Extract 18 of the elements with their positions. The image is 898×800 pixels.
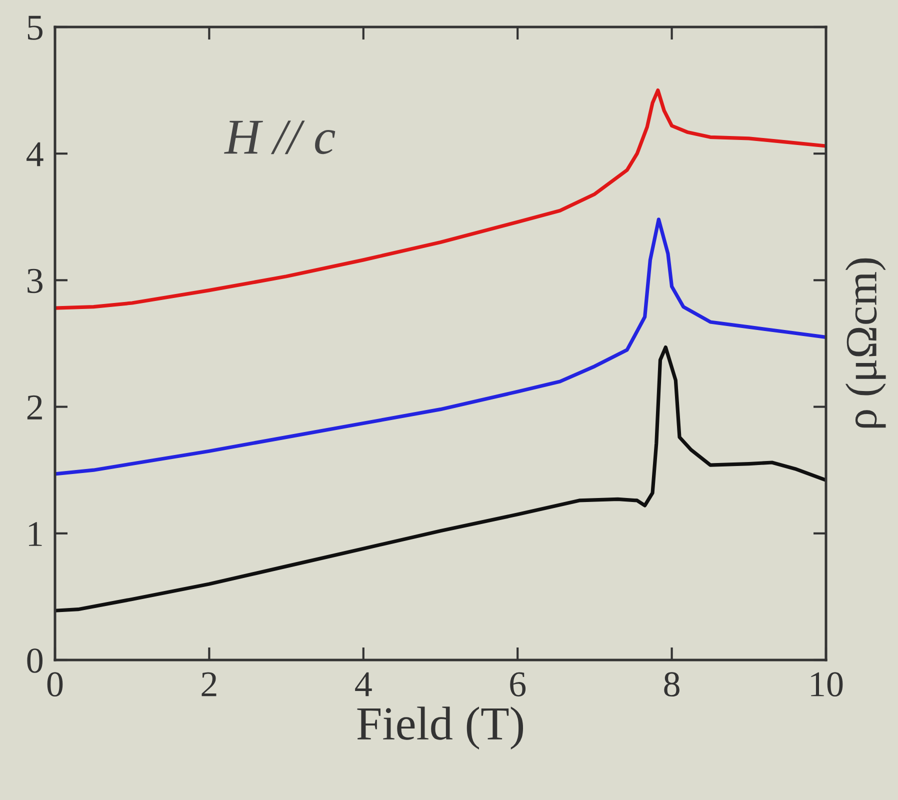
- line-series: [55, 345, 826, 612]
- x-tick-label: 8: [664, 672, 680, 697]
- y-tick-label: 2: [27, 395, 42, 420]
- x-tick-label: 2: [202, 672, 216, 696]
- y-axis-title: ρ (μΩcm): [845, 258, 886, 428]
- y-tick-label: 0: [27, 648, 43, 673]
- x-axis-title: Field (T): [357, 706, 524, 750]
- y-tick-label: 1: [29, 522, 42, 546]
- line-series: [55, 218, 826, 476]
- line-series: [55, 88, 826, 310]
- x-tick-label: 10: [811, 672, 843, 697]
- x-tick-label: 0: [47, 672, 63, 697]
- annotation: H // c: [224, 120, 336, 154]
- y-tick-label: 5: [28, 16, 42, 40]
- y-tick-label: 4: [26, 142, 44, 166]
- x-tick-label: 6: [510, 672, 526, 697]
- y-tick-label: 3: [28, 268, 42, 294]
- x-tick-label: 4: [355, 672, 372, 696]
